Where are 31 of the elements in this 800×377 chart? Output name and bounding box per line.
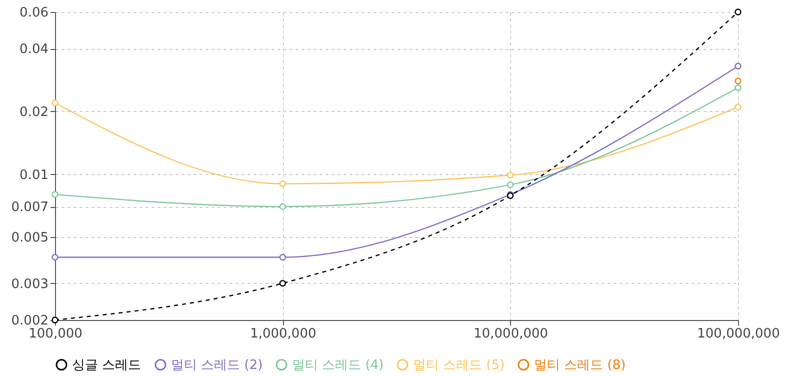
y-tick-label: 0.005 [11,230,48,246]
legend-label: 멀티 스레드 (8) [534,358,626,373]
point [734,78,742,84]
point [52,100,58,106]
point [506,172,514,178]
point [734,104,742,110]
y-tick-label: 0.007 [11,200,48,216]
y-tick-label: 0.06 [20,6,48,20]
y-tick-label: 0.02 [20,104,48,120]
legend-label: 멀티 스레드 (5) [413,358,505,373]
point [279,180,286,188]
point [52,191,58,198]
y-tick-label: 0.01 [20,168,48,183]
point [52,254,58,261]
point [506,181,514,188]
legend-label: 싱글 스레드 [72,358,142,373]
legend-label: 멀티 스레드 (4) [292,358,384,373]
x-tick-label: 100,000,000 [697,326,780,342]
y-tick-label: 0.003 [11,276,48,292]
x-tick-label: 100,000 [28,326,82,342]
point [734,8,742,16]
x-tick-label: 10,000,000 [474,326,548,342]
point [279,280,286,287]
point [279,254,286,261]
y-tick-label: 0.04 [20,42,48,58]
point [279,203,286,210]
y-tick-label: 0.002 [11,314,48,328]
legend-label: 멀티 스레드 (2) [171,358,263,373]
x-tick-label: 1,000,000 [250,326,316,342]
point [734,84,742,92]
point [734,62,742,70]
